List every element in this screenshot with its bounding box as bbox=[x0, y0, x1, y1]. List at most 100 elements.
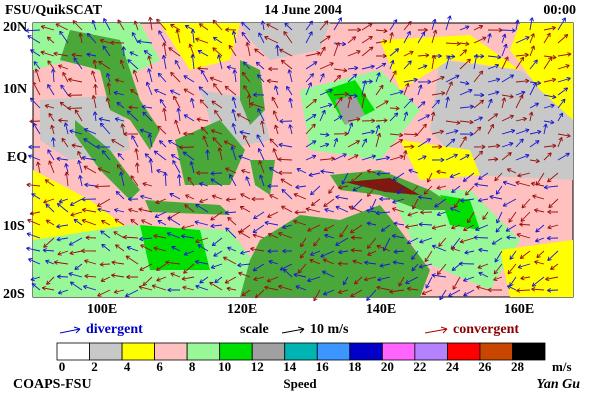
wind-vector bbox=[389, 48, 400, 57]
wind-vector bbox=[305, 207, 321, 213]
wind-vector bbox=[48, 160, 55, 174]
wind-vector bbox=[281, 188, 293, 200]
wind-vector bbox=[50, 68, 56, 83]
wind-vector bbox=[110, 40, 125, 46]
wind-vector bbox=[194, 259, 209, 265]
wind-vector bbox=[231, 122, 237, 135]
wind-vector bbox=[506, 285, 517, 291]
wind-vector bbox=[114, 117, 125, 122]
wind-vector bbox=[46, 36, 55, 44]
wind-vector bbox=[246, 94, 252, 109]
wind-vector bbox=[74, 109, 83, 122]
wind-vector bbox=[417, 84, 423, 96]
wind-vector bbox=[545, 276, 559, 282]
wind-vector bbox=[97, 289, 111, 297]
wind-vector bbox=[280, 59, 293, 70]
wind-vector bbox=[130, 218, 139, 226]
wind-vector bbox=[240, 193, 251, 200]
wind-vector bbox=[333, 137, 339, 148]
wind-vector bbox=[239, 130, 251, 135]
wind-vector bbox=[99, 122, 111, 135]
wind-vector bbox=[361, 35, 373, 44]
colorbar-box bbox=[89, 342, 123, 361]
footer-left: COAPS-FSU bbox=[13, 377, 92, 392]
wind-vector bbox=[389, 154, 404, 161]
wind-vector bbox=[449, 207, 461, 213]
wind-vector bbox=[509, 250, 517, 260]
wind-vector bbox=[69, 281, 83, 291]
wind-vector bbox=[417, 64, 428, 70]
wind-vector bbox=[155, 263, 167, 271]
wind-vector bbox=[202, 135, 209, 148]
wind-vector bbox=[459, 41, 470, 47]
speed-patch bbox=[335, 95, 365, 125]
wind-vector bbox=[230, 145, 237, 161]
wind-vector bbox=[99, 262, 111, 267]
wind-vector bbox=[69, 250, 83, 256]
legend-arrow bbox=[59, 326, 81, 334]
wind-vector bbox=[194, 220, 209, 226]
wind-vector bbox=[57, 250, 69, 256]
wind-vector bbox=[363, 276, 377, 282]
wind-vector bbox=[183, 75, 195, 83]
wind-vector bbox=[375, 72, 381, 83]
wind-vector bbox=[445, 55, 451, 70]
wind-vector bbox=[116, 101, 125, 109]
wind-vector bbox=[147, 55, 153, 70]
wind-vector bbox=[226, 286, 237, 292]
wind-vector bbox=[379, 263, 391, 268]
wind-vector bbox=[557, 98, 566, 109]
wind-vector bbox=[71, 143, 83, 148]
wind-vector bbox=[236, 113, 251, 122]
wind-vector bbox=[307, 276, 321, 283]
wind-vector bbox=[148, 158, 154, 174]
wind-vector bbox=[241, 21, 251, 31]
wind-vector bbox=[324, 233, 335, 239]
wind-vector bbox=[278, 170, 293, 176]
wind-vector bbox=[195, 37, 209, 44]
wind-vector bbox=[154, 211, 167, 218]
wind-vector bbox=[515, 128, 530, 135]
colorbar-box bbox=[512, 342, 546, 361]
wind-vector bbox=[196, 170, 209, 176]
wind-vector bbox=[531, 286, 545, 292]
wind-vector bbox=[43, 198, 55, 204]
wind-vector bbox=[113, 208, 125, 213]
wind-vector bbox=[463, 224, 475, 232]
wind-vector bbox=[47, 84, 55, 96]
wind-vector bbox=[375, 100, 389, 109]
colorbar-unit: m/s bbox=[552, 359, 572, 374]
colorbar-box bbox=[251, 342, 286, 361]
wind-vector bbox=[69, 198, 83, 206]
wind-vector bbox=[431, 75, 445, 83]
wind-vector bbox=[417, 123, 427, 135]
wind-vector bbox=[153, 233, 167, 239]
wind-vector bbox=[170, 154, 181, 161]
wind-vector bbox=[183, 88, 195, 96]
wind-vector bbox=[376, 171, 391, 177]
wind-vector bbox=[547, 224, 559, 230]
wind-vector bbox=[83, 138, 97, 148]
wind-vector bbox=[200, 126, 209, 135]
wind-vector bbox=[94, 184, 111, 189]
wind-vector bbox=[375, 39, 388, 44]
wind-vector bbox=[547, 288, 559, 293]
wind-vector bbox=[84, 273, 97, 279]
wind-vector bbox=[117, 19, 125, 31]
wind-vector bbox=[293, 272, 307, 278]
wind-vector bbox=[30, 49, 41, 57]
wind-vector bbox=[42, 248, 55, 253]
wind-vector bbox=[409, 185, 419, 195]
wind-vector bbox=[445, 74, 460, 83]
wind-vector bbox=[209, 281, 223, 291]
wind-vector bbox=[225, 227, 237, 239]
wind-vector bbox=[520, 211, 531, 222]
wind-vector bbox=[36, 161, 41, 174]
wind-vector bbox=[117, 152, 125, 161]
wind-vector bbox=[199, 99, 209, 109]
wind-vector bbox=[473, 25, 484, 31]
speed-patch bbox=[390, 190, 520, 290]
wind-vector bbox=[515, 56, 525, 70]
wind-vector bbox=[389, 289, 405, 294]
colorbar-box bbox=[316, 342, 351, 361]
